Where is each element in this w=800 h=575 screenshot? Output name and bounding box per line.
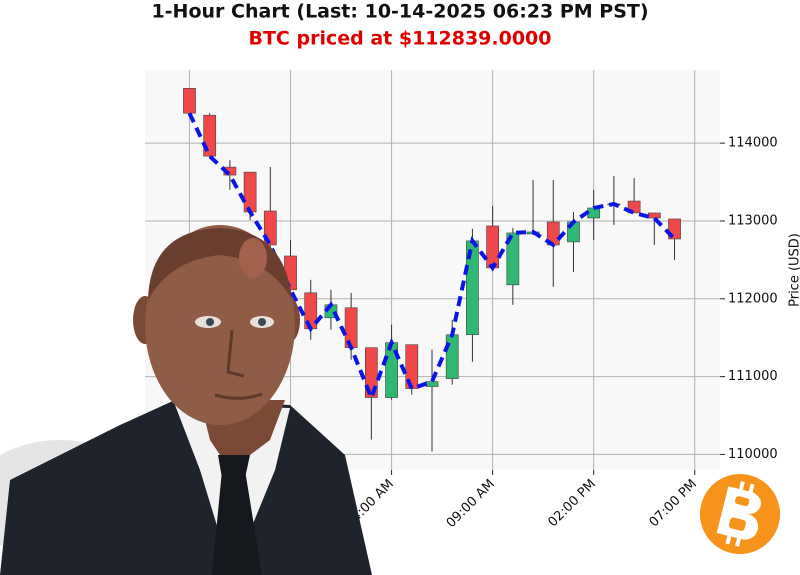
candle-body	[405, 344, 419, 389]
y-tick-label: 112000	[728, 291, 778, 306]
candle-body	[243, 171, 257, 213]
bitcoin-logo	[700, 474, 780, 554]
candle-body	[627, 200, 641, 214]
candle-body	[445, 334, 459, 379]
marks	[183, 87, 681, 452]
close-line	[187, 112, 676, 404]
chart-title: 1-Hour Chart (Last: 10-14-2025 06:23 PM …	[151, 1, 648, 23]
candle-body	[647, 212, 661, 219]
x-tick-label: 07:00 PM	[647, 477, 700, 530]
y-tick-label: 111000	[728, 369, 778, 384]
x-tick-label: 09:00 AM	[444, 477, 498, 531]
y-tick-label: 113000	[728, 213, 778, 228]
chart-subtitle: BTC priced at $112839.0000	[248, 28, 551, 50]
candle-body	[486, 225, 499, 269]
candle-body	[425, 381, 439, 387]
candle-body	[183, 87, 196, 114]
y-tick-label: 110000	[728, 447, 778, 462]
candle-body	[506, 232, 520, 286]
person-illustration	[0, 225, 372, 575]
y-axis-label: Price (USD)	[788, 233, 800, 307]
y-tick-label: 114000	[728, 136, 778, 151]
x-tick-label: 02:00 PM	[545, 477, 598, 530]
